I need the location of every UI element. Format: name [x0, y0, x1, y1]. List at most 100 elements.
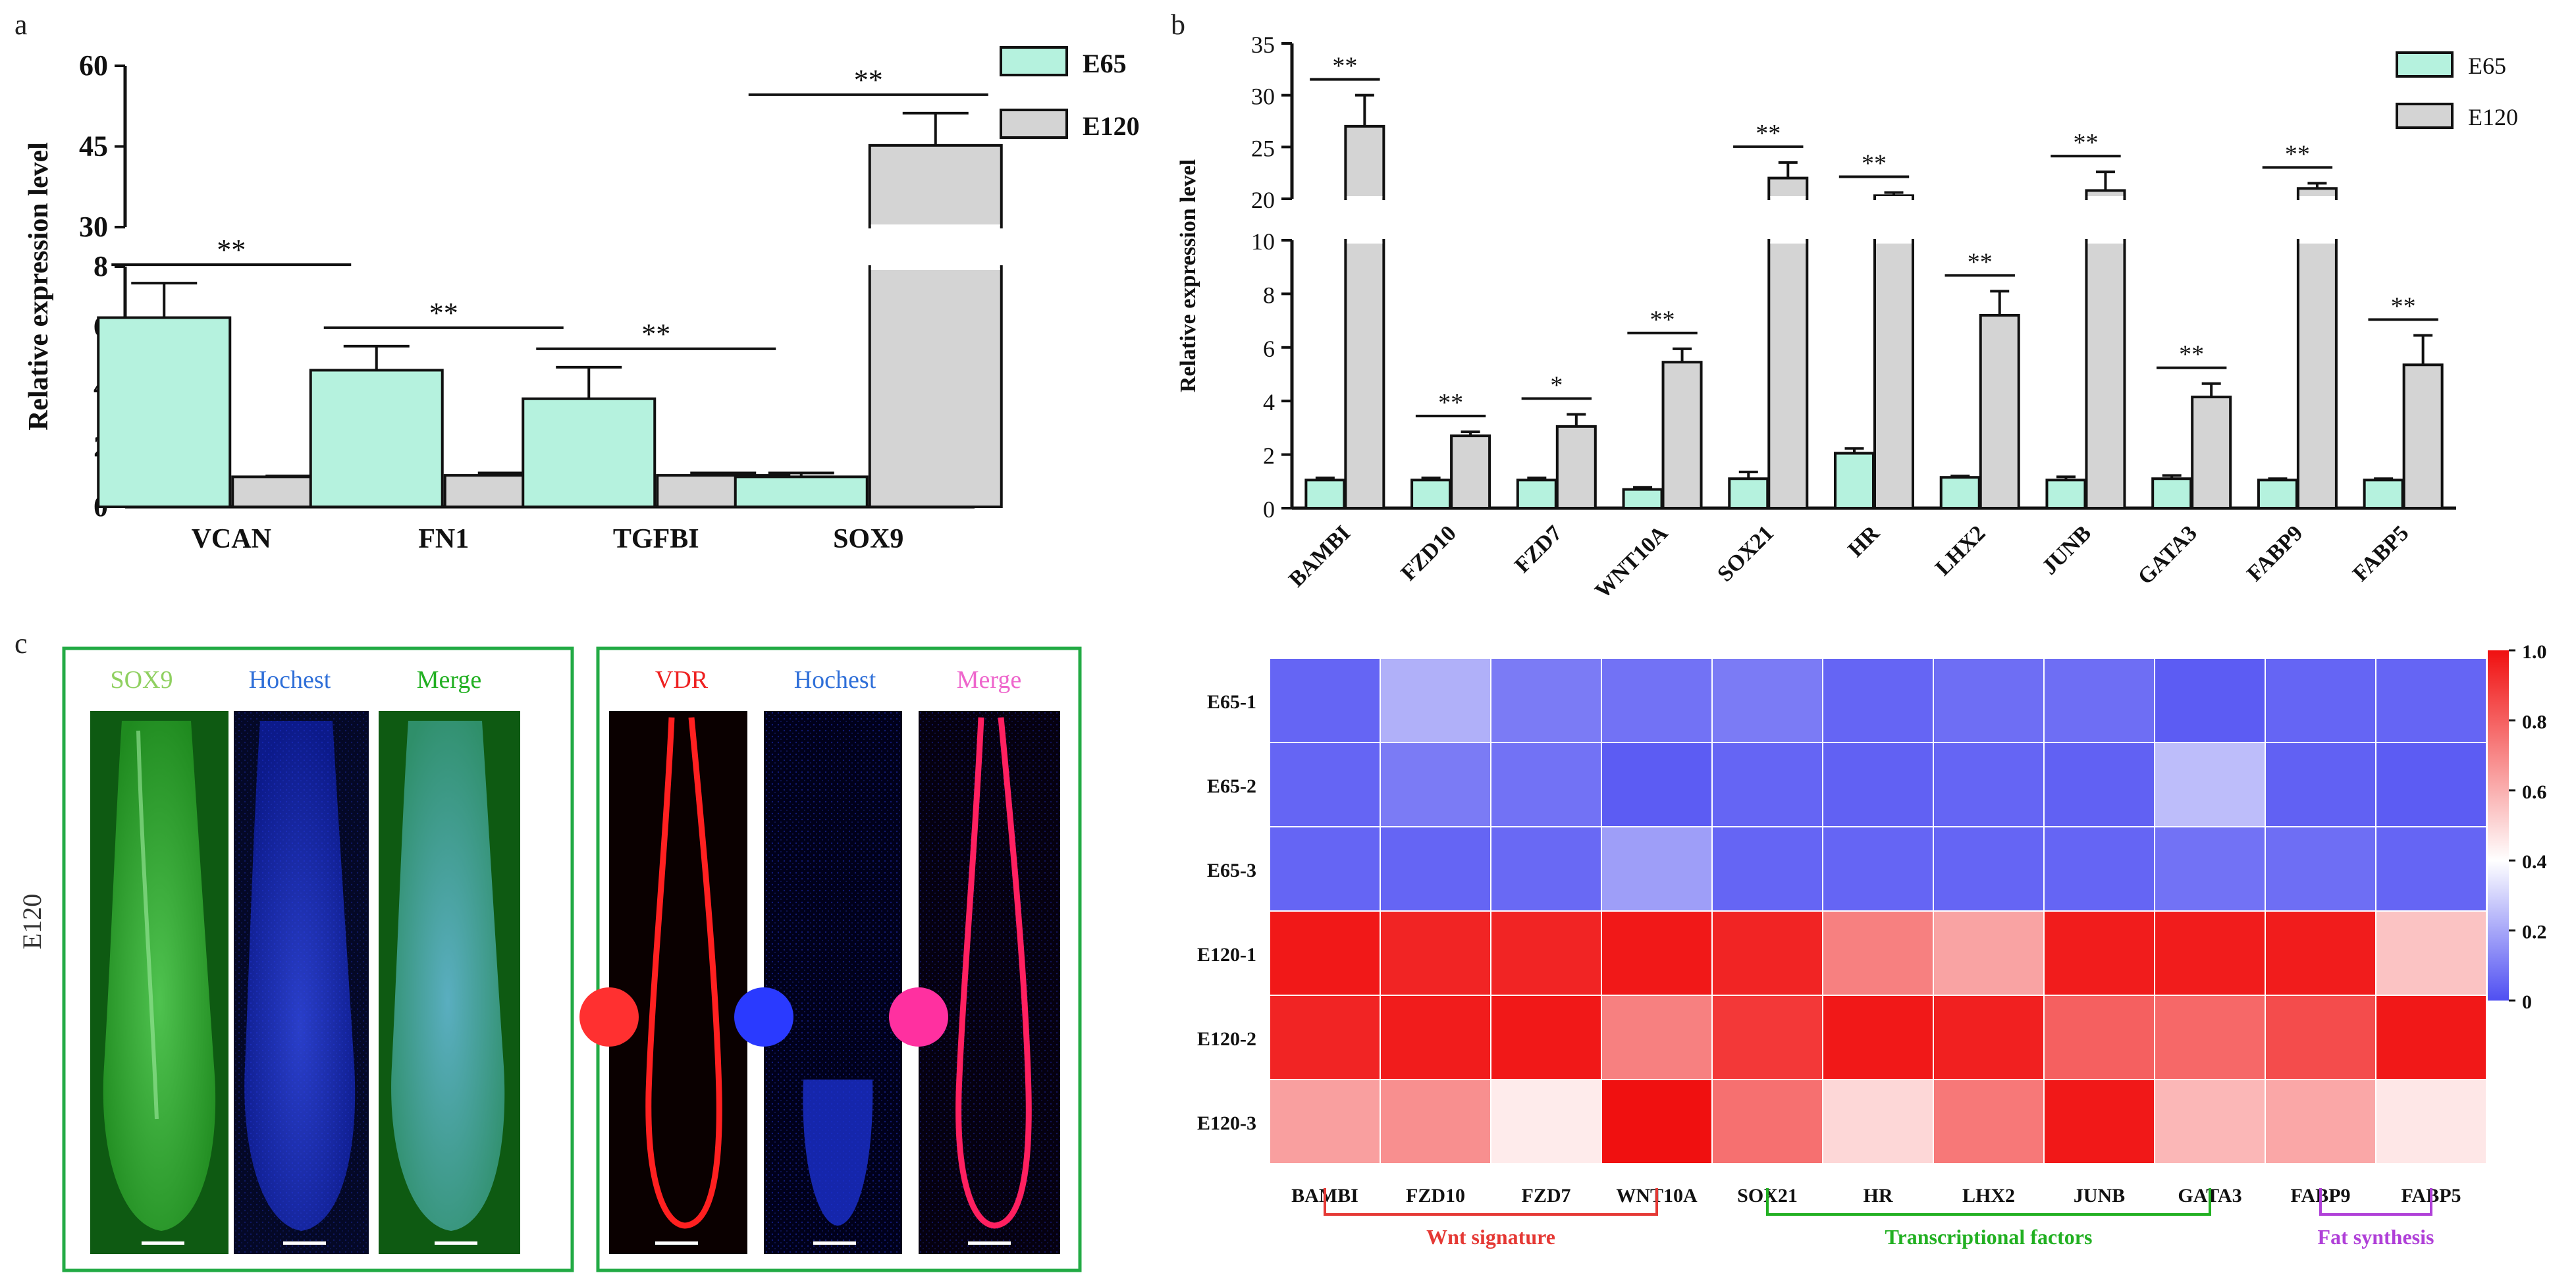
title-vdr: VDR	[655, 666, 709, 694]
y-tick-label: 8	[1263, 282, 1275, 308]
y-tick-label: 30	[1251, 84, 1275, 110]
row-label: E65-2	[1207, 775, 1256, 797]
x-tick-label: LHX2	[1931, 521, 1990, 580]
significance-label: **	[1862, 150, 1887, 178]
heatmap-cell	[1822, 1079, 1934, 1164]
x-tick-label: HR	[1843, 521, 1885, 562]
image-hochest-left	[234, 711, 369, 1254]
bar-e120	[1344, 239, 1385, 509]
y-axis-title: Relative expression level	[1176, 159, 1200, 392]
significance-label: **	[1968, 248, 1993, 276]
heatmap-cell	[1490, 742, 1602, 827]
significance-label: *	[1550, 372, 1563, 400]
heatmap-cell	[1601, 826, 1713, 912]
group-label: Wnt signature	[1426, 1225, 1555, 1249]
heatmap-cell	[2265, 742, 2376, 827]
legend-swatch	[1000, 109, 1068, 139]
break-gap	[871, 265, 1000, 270]
break-gap	[871, 224, 1000, 230]
break-gap	[1347, 238, 1383, 244]
break-gap	[1876, 238, 1912, 244]
break-gap	[1770, 196, 1806, 201]
break-gap	[1876, 196, 1912, 201]
significance-label: **	[1438, 389, 1463, 417]
y-tick-label: 60	[79, 49, 108, 82]
x-tick-label: FN1	[418, 524, 469, 554]
image-merge-left	[379, 711, 520, 1254]
significance-label: **	[641, 318, 670, 350]
row-label-e120: E120	[17, 894, 47, 949]
group-bracket	[2319, 1188, 2432, 1216]
heatmap-cell	[1490, 995, 1602, 1080]
heatmap-cell	[2154, 658, 2266, 743]
heatmap-cell	[2043, 910, 2155, 996]
heatmap-cell	[2265, 995, 2376, 1080]
heatmap-cell	[1711, 826, 1823, 912]
colorbar-tick-label: 0.6	[2522, 781, 2547, 803]
y-tick-label: 35	[1251, 32, 1275, 58]
significance-label: **	[2179, 341, 2204, 369]
bar-e120-upper	[868, 143, 1003, 228]
significance-label: **	[854, 64, 883, 96]
legend-label: E65	[1083, 49, 1127, 78]
x-tick-label: FZD10	[1396, 521, 1461, 585]
bar-e120	[1873, 239, 1914, 509]
significance-label: **	[217, 234, 246, 266]
colorbar	[2488, 650, 2509, 1001]
x-tick-label: WNT10A	[1590, 521, 1673, 603]
heatmap-cell	[1490, 910, 1602, 996]
heatmap-cell	[2375, 995, 2487, 1080]
legend-label: E120	[1083, 111, 1140, 141]
chart-b: 0 2 4 6 8 10 20 25 30 35 Relative expression level…	[1176, 32, 2518, 604]
heatmap-cell	[1933, 995, 2045, 1080]
heatmap-cell	[1380, 658, 1491, 743]
heatmap-cell	[1933, 1079, 2045, 1164]
heatmap-cell	[1711, 995, 1823, 1080]
bar-e65	[522, 397, 657, 508]
y-tick-label: 2	[1263, 443, 1275, 469]
legend-swatch	[1000, 46, 1068, 76]
break-gap	[2299, 196, 2335, 201]
bar-e65	[97, 316, 232, 508]
heatmap-cell	[2265, 658, 2376, 743]
x-tick-label: FZD7	[1510, 521, 1567, 577]
legend-swatch	[2396, 51, 2454, 78]
row-label: E65-1	[1207, 691, 1256, 713]
bar-e65	[1622, 488, 1663, 510]
image-merge-right	[889, 711, 1060, 1254]
heatmap-cell	[2043, 995, 2155, 1080]
colorbar-tick-label: 0	[2522, 991, 2532, 1013]
y-tick-label: 20	[1251, 187, 1275, 213]
heatmap-cell	[1380, 1079, 1491, 1164]
heatmap-cell	[1490, 658, 1602, 743]
column-label: LHX2	[1962, 1185, 2015, 1207]
heatmap-cell	[1601, 910, 1713, 996]
heatmap-cell	[1822, 742, 1934, 827]
panel-label-a: a	[14, 9, 28, 41]
heatmap-cell	[1269, 1079, 1381, 1164]
legend-swatch	[2396, 103, 2454, 129]
bar-e120	[2085, 239, 2126, 509]
y-tick-label: 4	[1263, 389, 1275, 415]
column-label: HR	[1864, 1185, 1893, 1207]
significance-label: **	[2073, 129, 2098, 157]
column-label: FZD7	[1522, 1185, 1571, 1207]
heatmap-cell	[1269, 826, 1381, 912]
heatmap-cell	[1933, 910, 2045, 996]
heatmap-cell	[2375, 658, 2487, 743]
panel-label-b: b	[1171, 9, 1185, 41]
column-label: FZD10	[1406, 1185, 1465, 1207]
title-sox9: SOX9	[110, 666, 173, 694]
chart-a: 02468304560Relative expression level**VC…	[24, 46, 1140, 554]
bar-e120-upper	[1767, 176, 1809, 200]
title-hochest-left: Hochest	[249, 666, 331, 694]
group-label: Fat synthesis	[2318, 1225, 2434, 1249]
x-tick-label: BAMBI	[1284, 521, 1355, 592]
legend-label: E120	[2468, 104, 2518, 130]
heatmap-cell	[1269, 910, 1381, 996]
title-hochest-right: Hochest	[794, 666, 876, 694]
significance-label: **	[1650, 306, 1675, 334]
break-gap	[1770, 238, 1806, 244]
